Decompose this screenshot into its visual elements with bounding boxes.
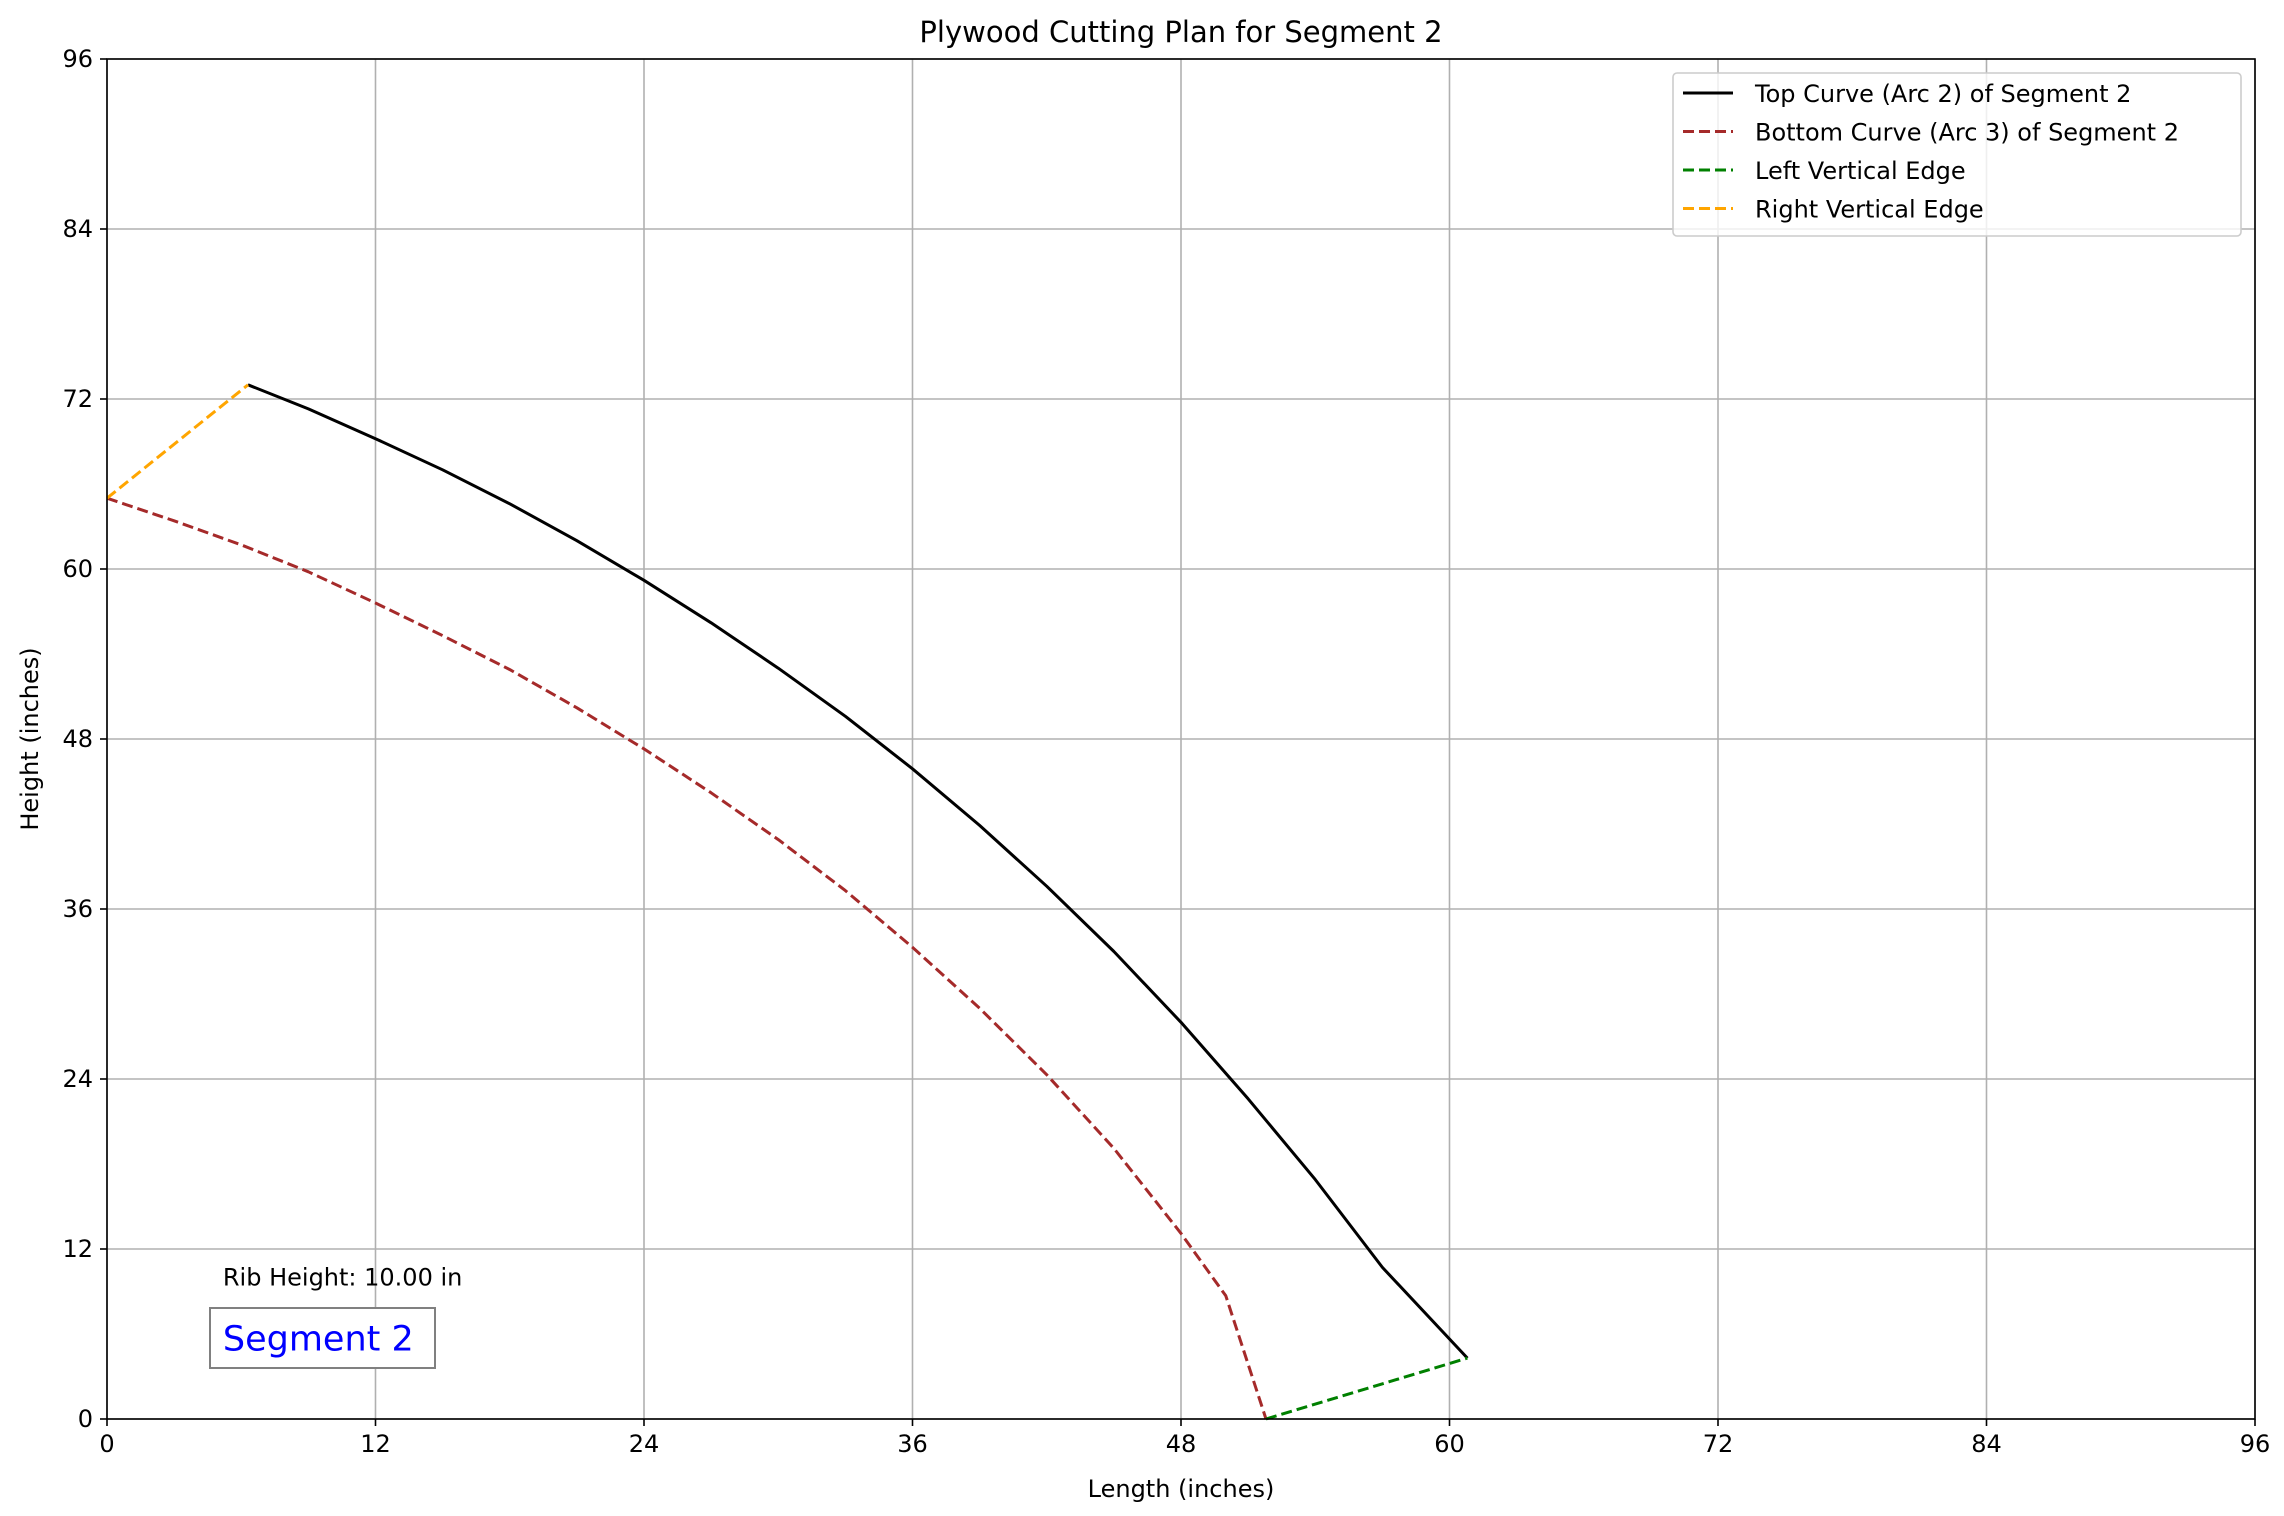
legend-label: Bottom Curve (Arc 3) of Segment 2	[1755, 119, 2179, 147]
segment-label: Segment 2	[223, 1319, 414, 1359]
segment-label-box	[209, 1307, 436, 1369]
y-tick-label: 24	[62, 1065, 93, 1093]
y-tick-label: 48	[62, 725, 93, 753]
x-tick-label: 72	[1703, 1430, 1734, 1458]
series-layer	[106, 383, 1469, 1421]
y-tick-label: 96	[62, 45, 93, 73]
series-line-4	[106, 383, 249, 500]
x-tick-label: 84	[1971, 1430, 2002, 1458]
y-tick-label: 84	[62, 215, 93, 243]
legend: Top Curve (Arc 2) of Segment 2 Bottom Cur…	[1672, 72, 2242, 237]
x-tick-label: 12	[360, 1430, 391, 1458]
legend-label: Right Vertical Edge	[1755, 196, 1984, 224]
ticks: 0 12 24 36 48 60 72 84 96 0 12 24 36 48 60 72 84 96	[62, 45, 2270, 1458]
legend-label: Left Vertical Edge	[1755, 157, 1966, 185]
series-line-1	[247, 383, 1469, 1360]
x-axis-label: Length (inches)	[1088, 1475, 1275, 1503]
y-tick-label: 36	[62, 895, 93, 923]
y-tick-label: 0	[78, 1405, 93, 1433]
legend-label: Top Curve (Arc 2) of Segment 2	[1754, 80, 2131, 108]
series-line-3	[1265, 1356, 1468, 1421]
x-tick-label: 96	[2240, 1430, 2271, 1458]
x-tick-label: 48	[1166, 1430, 1197, 1458]
series-line-2	[106, 496, 1268, 1420]
chart-title: Plywood Cutting Plan for Segment 2	[919, 15, 1442, 49]
y-tick-label: 60	[62, 555, 93, 583]
x-tick-label: 0	[99, 1430, 114, 1458]
x-tick-label: 60	[1434, 1430, 1465, 1458]
rib-height-annotation: Rib Height: 10.00 in	[223, 1263, 462, 1291]
y-tick-label: 72	[62, 385, 93, 413]
y-tick-label: 12	[62, 1235, 93, 1263]
annotations: Rib Height: 10.00 in Segment 2	[209, 1263, 462, 1369]
x-tick-label: 24	[629, 1430, 660, 1458]
x-tick-label: 36	[897, 1430, 928, 1458]
legend-box	[1672, 72, 2242, 237]
y-axis-label: Height (inches)	[16, 647, 44, 830]
